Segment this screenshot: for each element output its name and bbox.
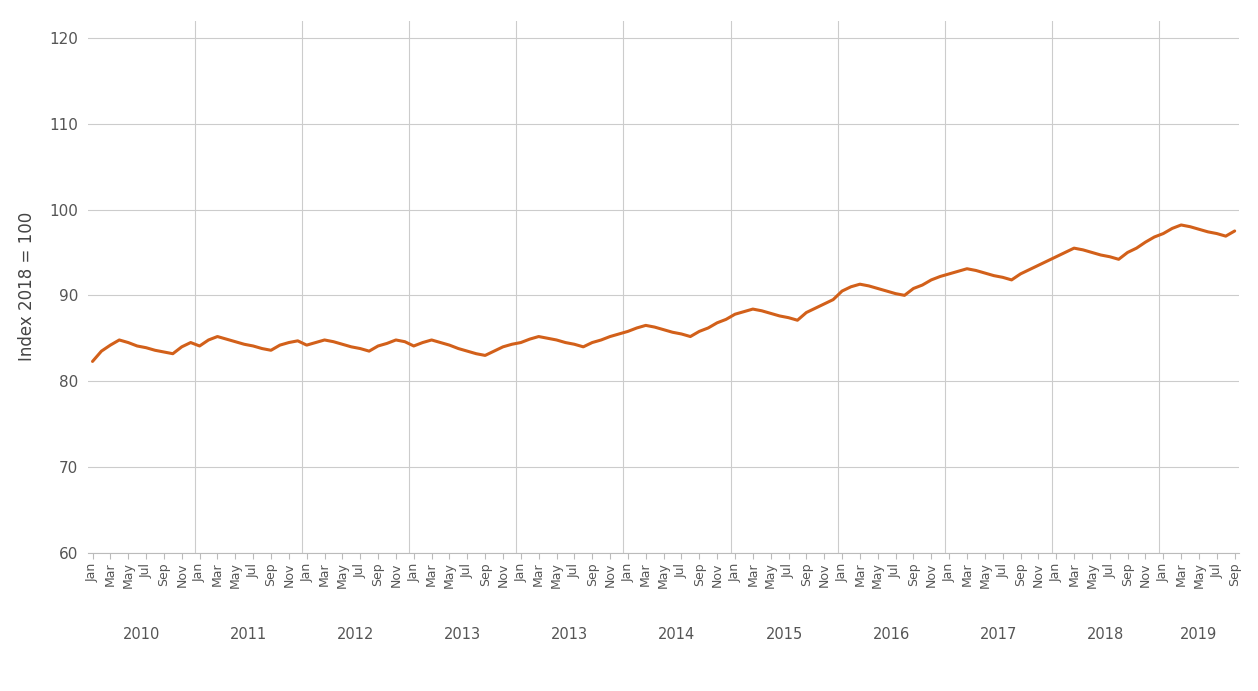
Text: 2013: 2013 <box>444 627 482 643</box>
Text: 2016: 2016 <box>873 627 910 643</box>
Text: 2019: 2019 <box>1180 627 1218 643</box>
Text: 2018: 2018 <box>1087 627 1123 643</box>
Text: 2014: 2014 <box>658 627 696 643</box>
Y-axis label: Index 2018 = 100: Index 2018 = 100 <box>18 212 35 361</box>
Text: 2013: 2013 <box>551 627 589 643</box>
Text: 2017: 2017 <box>980 627 1016 643</box>
Text: 2012: 2012 <box>337 627 375 643</box>
Text: 2011: 2011 <box>230 627 267 643</box>
Text: 2010: 2010 <box>123 627 160 643</box>
Text: 2015: 2015 <box>765 627 803 643</box>
